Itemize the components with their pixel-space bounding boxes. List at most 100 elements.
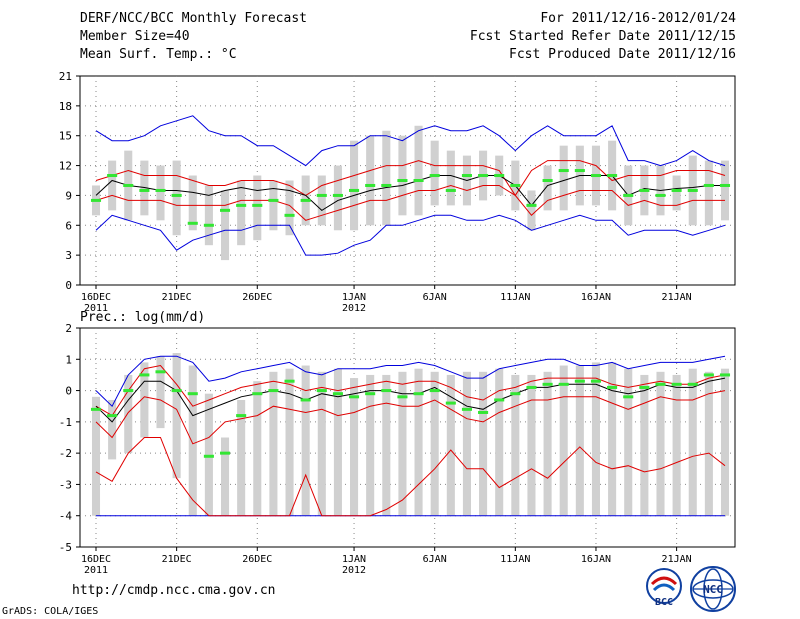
- median-marker: [639, 385, 650, 389]
- ensemble-box: [366, 135, 375, 226]
- median-marker: [494, 174, 505, 178]
- ensemble-box: [398, 135, 407, 216]
- y-tick-label: -5: [59, 541, 72, 554]
- median-marker: [574, 169, 585, 173]
- median-marker: [687, 188, 698, 192]
- x-tick-label: 11JAN: [500, 292, 530, 303]
- ensemble-box: [317, 175, 326, 226]
- ensemble-box: [398, 371, 407, 516]
- median-marker: [252, 203, 263, 207]
- median-marker: [558, 382, 569, 386]
- plot-frame-0: [79, 75, 736, 286]
- median-marker: [139, 373, 150, 377]
- produced-date: Fcst Produced Date 2011/12/16: [509, 47, 736, 62]
- median-marker: [90, 407, 102, 411]
- bottom-panel-variable-label: Prec.: log(mm/d): [80, 310, 206, 325]
- plot-frame-1: [79, 327, 736, 548]
- x-year-label: 2011: [84, 303, 108, 314]
- ensemble-box: [156, 165, 165, 221]
- ensemble-box: [108, 399, 117, 460]
- median-marker: [300, 198, 311, 202]
- y-tick-label: 9: [65, 189, 72, 202]
- median-marker: [203, 454, 214, 458]
- median-marker: [526, 203, 537, 207]
- median-marker: [574, 379, 585, 383]
- median-marker: [413, 392, 424, 396]
- ensemble-box: [591, 362, 601, 516]
- median-marker: [236, 414, 247, 418]
- ensemble-box: [720, 368, 730, 516]
- y-tick-label: 18: [59, 100, 72, 113]
- ensemble-box: [188, 365, 197, 516]
- x-tick-label: 21DEC: [162, 554, 192, 565]
- forecast-period: For 2011/12/16-2012/01/24: [540, 11, 736, 26]
- max-line: [95, 355, 726, 408]
- median-marker: [413, 179, 424, 182]
- std-upper-line: [95, 364, 726, 417]
- bcc-logo-text: BCC: [655, 597, 673, 608]
- median-marker: [671, 188, 682, 192]
- median-marker: [365, 392, 376, 396]
- median-marker: [90, 198, 102, 202]
- x-tick-label: 26DEC: [242, 292, 272, 303]
- median-marker: [542, 382, 553, 386]
- median-marker: [219, 451, 231, 455]
- ensemble-box: [269, 371, 278, 516]
- median-marker: [236, 203, 247, 207]
- ensemble-box: [382, 374, 391, 516]
- median-marker: [671, 382, 682, 386]
- min-line: [95, 214, 726, 256]
- y-tick-label: 15: [59, 130, 72, 143]
- x-year-label: 2011: [84, 565, 108, 576]
- y-tick-label: -1: [59, 416, 72, 429]
- ensemble-box: [575, 365, 584, 516]
- median-marker: [203, 223, 214, 227]
- ensemble-box: [511, 374, 520, 516]
- median-marker: [397, 179, 408, 182]
- ensemble-box: [672, 374, 681, 516]
- ensemble-box: [91, 396, 101, 516]
- ensemble-box: [479, 371, 488, 516]
- ensemble-box: [382, 130, 391, 226]
- median-marker: [703, 183, 714, 187]
- median-marker: [219, 208, 231, 212]
- median-marker: [107, 414, 118, 418]
- footer-url[interactable]: http://cmdp.ncc.cma.gov.cn: [72, 583, 276, 598]
- ensemble-box: [430, 140, 439, 206]
- ensemble-box: [543, 371, 552, 516]
- median-marker: [590, 379, 602, 383]
- std-lower-line: [95, 390, 726, 445]
- ensemble-box: [269, 180, 278, 231]
- ensemble-box: [366, 374, 375, 516]
- y-tick-label: 1: [65, 353, 72, 366]
- mean-line: [95, 377, 726, 423]
- median-marker: [461, 407, 472, 411]
- ncc-logo-text: NCC: [703, 583, 723, 596]
- ensemble-box: [462, 371, 471, 516]
- ncc-logo-icon: NCC: [690, 566, 736, 612]
- median-marker: [445, 188, 456, 192]
- median-marker: [171, 389, 182, 393]
- median-marker: [123, 183, 134, 187]
- ensemble-box: [285, 180, 294, 236]
- median-marker: [300, 398, 311, 402]
- median-marker: [284, 379, 295, 383]
- x-tick-label: 1JAN: [342, 554, 366, 565]
- ensemble-box: [253, 381, 262, 516]
- bcc-logo-icon: BCC: [646, 568, 682, 608]
- ensemble-box: [704, 160, 713, 226]
- median-marker: [155, 370, 166, 374]
- ensemble-box: [350, 140, 359, 231]
- median-marker: [542, 179, 553, 182]
- median-marker: [607, 385, 618, 389]
- ensemble-box: [237, 399, 246, 516]
- ensemble-box: [559, 145, 568, 211]
- median-marker: [719, 373, 731, 377]
- median-marker: [607, 174, 618, 178]
- x-tick-label: 6JAN: [423, 292, 447, 303]
- figure-title: DERF/NCC/BCC Monthly Forecast: [80, 11, 307, 26]
- ensemble-box: [108, 160, 117, 211]
- median-marker: [655, 382, 666, 386]
- median-marker: [332, 392, 343, 396]
